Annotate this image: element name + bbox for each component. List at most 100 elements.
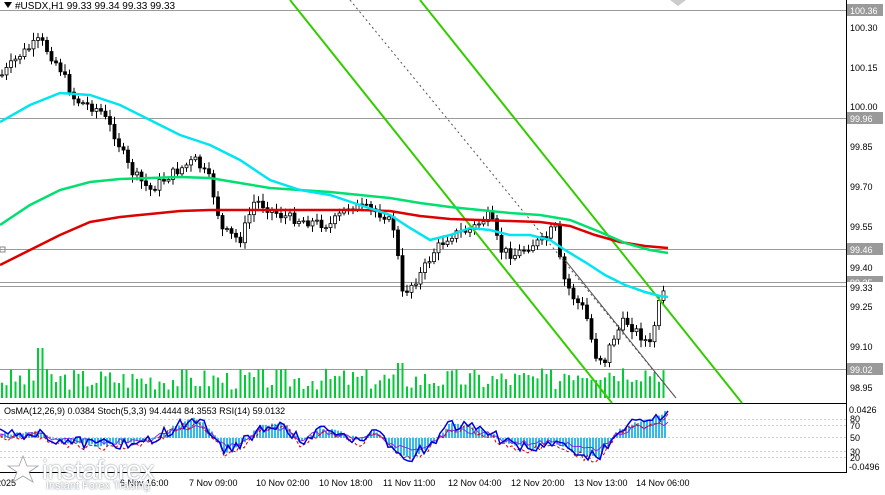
osma-bar [628, 425, 630, 438]
osma-bar [520, 438, 522, 446]
volume-bar [190, 377, 192, 398]
volume-bar [541, 368, 543, 398]
volume-bar [28, 368, 30, 398]
candle-body [567, 278, 571, 289]
osma-bar [424, 438, 426, 450]
candle-body [198, 156, 202, 169]
volume-bar [424, 373, 426, 398]
osma-bar [580, 438, 582, 454]
candle-body [148, 185, 153, 190]
osma-bar [649, 418, 651, 438]
candle-body [436, 242, 441, 254]
candle-body [441, 242, 445, 245]
osma-bar [289, 429, 291, 438]
osma-bar [184, 421, 186, 438]
osma-bar [70, 438, 72, 443]
osma-bar [19, 433, 21, 438]
chart-header: #USDX,H1 99.33 99.34 99.33 99.33 [4, 1, 175, 12]
candle-body [238, 236, 243, 244]
osma-bar [85, 438, 87, 444]
volume-bar [649, 376, 651, 398]
volume-bar [181, 369, 183, 398]
candle-body [585, 304, 589, 320]
volume-bar [446, 371, 449, 398]
osma-bar [109, 438, 111, 445]
osma-bar [658, 415, 660, 438]
osma-bar [100, 438, 102, 447]
osma-bar [265, 424, 267, 438]
osma-bar [280, 423, 282, 438]
volume-bar [37, 348, 39, 398]
candle-body [135, 171, 139, 176]
volume-bar [437, 385, 440, 398]
volume-bar [478, 374, 480, 398]
osma-bar [181, 422, 183, 438]
osma-bar [91, 438, 93, 444]
osma-bar [661, 414, 663, 438]
osma-bar [325, 430, 327, 438]
osma-bar [652, 418, 654, 438]
osma-bar [388, 438, 390, 446]
trend-channel[interactable] [289, 0, 743, 404]
time-tick: 7 Nov 09:00 [189, 478, 238, 488]
stoch-level-label: 30 [850, 447, 860, 457]
candle-body [171, 168, 175, 180]
candle-body [558, 224, 562, 258]
candle-body [315, 219, 319, 222]
candle-body [418, 272, 423, 285]
volume-bar [581, 377, 584, 398]
volume-bar [464, 384, 467, 398]
volume-bar [568, 375, 570, 398]
candle-body [22, 48, 27, 57]
volume-bar [10, 369, 12, 398]
candle-body [234, 232, 238, 238]
candle-body [594, 338, 598, 359]
candle-body [103, 110, 108, 117]
candle-body [180, 167, 184, 175]
osma-bar [646, 419, 648, 438]
volume-bar [194, 386, 197, 398]
volume-bar [307, 385, 309, 398]
candle-body [130, 162, 135, 176]
price-markers: 100.36 99.96 99.46 99.35 99.33 99.02 [847, 4, 883, 375]
candle-body [9, 60, 13, 68]
stoch-main-line [0, 410, 669, 463]
volume-bar [199, 386, 201, 398]
time-tick: 14 Nov 06:00 [636, 478, 690, 488]
candle-body [301, 220, 306, 223]
volume-bar [410, 387, 413, 398]
time-tick: 10 Nov 02:00 [256, 478, 310, 488]
price-tick: 99.55 [850, 222, 873, 232]
volume-bar [14, 381, 17, 398]
volume-bar [253, 377, 255, 398]
ma-mid-line [0, 175, 669, 255]
osma-bar [211, 431, 213, 438]
candle-body [243, 222, 247, 244]
osma-bar [199, 421, 201, 438]
stoch-level-label: 80 [850, 414, 860, 424]
candle-body [427, 261, 432, 264]
osma-bar [376, 432, 378, 438]
symbol-dropdown-icon[interactable] [4, 2, 12, 8]
volume-bar [280, 369, 282, 398]
volume-bar [284, 368, 287, 398]
osma-bar [565, 438, 567, 447]
time-tick: 13 Nov 13:00 [574, 478, 628, 488]
osma-bar [427, 438, 429, 447]
volume-bar [370, 388, 372, 398]
volume-bar [68, 389, 71, 398]
volume-bar [235, 388, 237, 398]
osma-bar [379, 436, 381, 438]
volume-bar [113, 382, 116, 398]
osma-bar [118, 438, 120, 445]
time-tick: 6 Nov 16:00 [120, 478, 169, 488]
volume-bar [653, 372, 656, 398]
scroll-marker-icon[interactable] [670, 0, 686, 6]
volume-bar [514, 373, 516, 398]
lower-level-marker: 99.02 [850, 365, 873, 375]
candle-body [112, 123, 117, 140]
osma-bar [40, 432, 42, 438]
osma-bar [193, 417, 195, 438]
osma-bar [277, 423, 279, 438]
